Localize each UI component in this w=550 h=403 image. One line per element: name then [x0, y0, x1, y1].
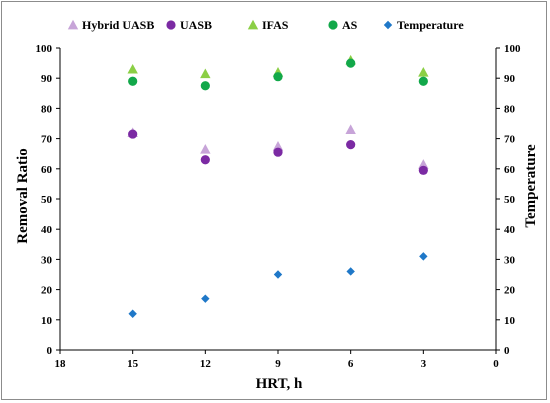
point-ifas	[127, 63, 138, 74]
point-as	[346, 58, 356, 68]
y-tick-label: 90	[41, 73, 53, 85]
point-uasb	[418, 165, 428, 175]
point-hybrid-uasb	[200, 143, 211, 154]
series-temperature	[128, 252, 428, 318]
legend-item-as: AS	[328, 18, 358, 32]
y-tick-label: 50	[41, 194, 53, 206]
y2-tick-label: 30	[504, 254, 516, 266]
point-ifas	[200, 68, 211, 79]
y2-tick-label: 100	[504, 43, 521, 55]
legend-item-ifas: IFAS	[247, 18, 289, 32]
y2-tick-label: 40	[504, 224, 516, 236]
point-uasb	[346, 140, 356, 150]
y-tick-label: 20	[41, 285, 53, 297]
x-tick-label: 0	[493, 358, 499, 370]
y2-tick-label: 80	[504, 103, 516, 115]
series-hybrid-uasb	[127, 124, 429, 169]
y-tick-label: 0	[47, 345, 53, 357]
y-tick-label: 100	[36, 43, 53, 55]
legend-item-hybrid-uasb: Hybrid UASB	[67, 18, 154, 32]
point-as	[128, 76, 138, 86]
x-tick-label: 9	[275, 358, 281, 370]
y2-tick-label: 50	[504, 194, 516, 206]
y2-tick-label: 20	[504, 285, 516, 297]
point-hybrid-uasb	[418, 159, 429, 169]
point-ifas	[418, 66, 429, 77]
legend-marker-hybrid-uasb	[67, 19, 79, 30]
y-tick-label: 10	[41, 315, 53, 327]
legend-marker-as	[328, 20, 338, 30]
y2-tick-label: 60	[504, 164, 516, 176]
y-tick-label: 80	[41, 103, 53, 115]
point-uasb	[273, 147, 283, 157]
point-temperature	[346, 267, 355, 276]
series-uasb	[128, 129, 428, 175]
y2-tick-label: 70	[504, 134, 516, 146]
point-hybrid-uasb	[345, 124, 356, 134]
point-uasb	[128, 129, 138, 139]
x-tick-label: 18	[55, 358, 67, 370]
data-marks	[127, 54, 429, 318]
point-as	[200, 81, 210, 91]
x-tick-label: 6	[348, 358, 354, 370]
legend-marker-uasb	[166, 20, 176, 30]
point-as	[273, 72, 283, 82]
point-temperature	[201, 294, 210, 303]
y2-tick-label: 0	[504, 345, 510, 357]
legend-item-uasb: UASB	[166, 18, 212, 32]
legend-marker-temperature	[383, 20, 393, 30]
point-uasb	[200, 155, 210, 165]
y2-tick-label: 10	[504, 315, 516, 327]
x-tick-label: 3	[421, 358, 427, 370]
x-tick-label: 12	[200, 358, 212, 370]
legend-item-temperature: Temperature	[383, 18, 464, 32]
y-tick-label: 70	[41, 134, 53, 146]
point-hybrid-uasb	[272, 140, 284, 151]
legend: Hybrid UASB UASB IFAS AS Temperature	[67, 18, 464, 32]
y-tick-label: 40	[41, 224, 53, 236]
legend-label-temperature: Temperature	[397, 18, 464, 32]
point-temperature	[419, 252, 428, 261]
legend-label-as: AS	[342, 18, 358, 32]
legend-label-hybrid-uasb: Hybrid UASB	[82, 18, 154, 32]
legend-label-ifas: IFAS	[262, 18, 289, 32]
y2-axis-title: Temperature	[523, 144, 539, 228]
series-as	[128, 58, 428, 91]
point-temperature	[128, 309, 137, 318]
x-axis-title: HRT, h	[256, 376, 303, 392]
legend-marker-ifas	[247, 19, 259, 30]
x-tick-label: 15	[127, 358, 139, 370]
y-tick-label: 30	[41, 254, 53, 266]
y2-tick-label: 90	[504, 73, 516, 85]
point-as	[418, 76, 428, 86]
legend-label-uasb: UASB	[180, 18, 212, 32]
y-tick-label: 60	[41, 164, 53, 176]
y-axis-title: Removal Ratio	[15, 148, 31, 243]
point-temperature	[273, 270, 283, 279]
